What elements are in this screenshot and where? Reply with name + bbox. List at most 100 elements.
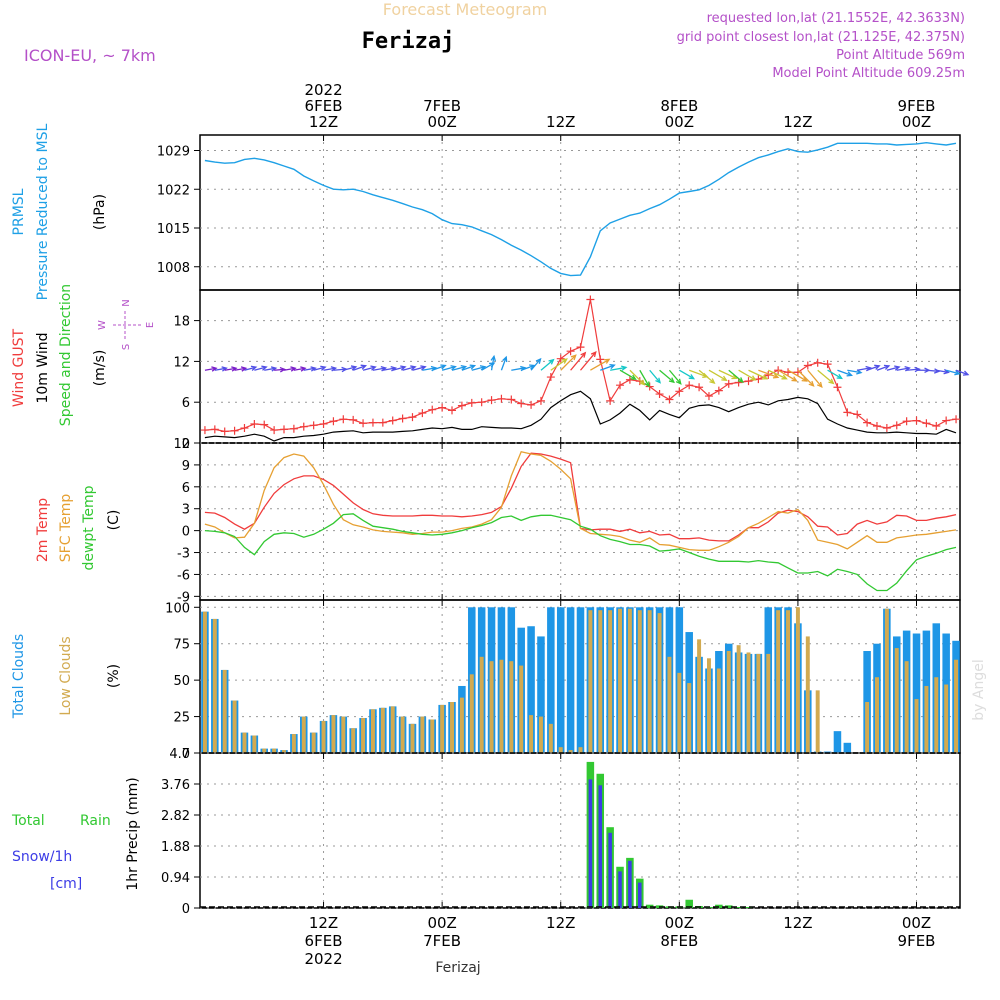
compass-w: W [97, 320, 108, 330]
wind-arrow-shaft [945, 369, 960, 375]
low-cloud-bar [242, 732, 247, 753]
gust-marker [942, 416, 951, 425]
gust-marker [823, 360, 832, 369]
compass-s: S [121, 344, 132, 350]
wind-arrow [619, 369, 637, 380]
wind-arrow-head [561, 358, 568, 364]
low-cloud-bar [884, 608, 889, 753]
wind-arrow [797, 369, 815, 387]
low-cloud-bar [410, 723, 415, 753]
wind-arrow-head [621, 365, 628, 371]
total-cloud-bar [566, 607, 575, 753]
wind-arrow-shaft [807, 369, 823, 388]
gust-marker [724, 379, 733, 388]
wind-arrow-shaft [767, 369, 787, 380]
rain-bar [744, 907, 753, 908]
low-cloud-bar [450, 702, 454, 753]
precipitation-frame [199, 752, 961, 909]
gust-marker [230, 426, 239, 435]
gust-marker [368, 418, 377, 427]
gust-marker [457, 401, 466, 410]
gust-marker [704, 392, 713, 401]
wind-arrow-shaft [362, 366, 376, 371]
wind-arrow-head [668, 377, 675, 384]
wind-arrow-head [479, 365, 487, 371]
wind-arrow [490, 354, 496, 371]
low-cloud-bar [489, 661, 494, 753]
wind-arrow-head [731, 374, 738, 380]
wind-arrow [767, 369, 788, 380]
top-time-label: 12Z [309, 113, 338, 131]
temperature-ytick-label: 0 [182, 525, 190, 540]
pressure-ytick-label: 1029 [157, 145, 190, 160]
wind-arrow-shaft [441, 366, 456, 371]
wind-arrow-shaft [570, 352, 586, 371]
total-cloud-bar [547, 607, 555, 753]
gust-marker [289, 424, 298, 433]
wind-arrow-head [580, 351, 587, 358]
low-cloud-bar [746, 652, 751, 753]
wind-arrow-shaft [254, 366, 267, 371]
wind-arrow-head [221, 366, 228, 372]
gust-marker [299, 422, 308, 431]
wind-arrow [412, 365, 427, 371]
wind-arrow-head [370, 365, 377, 371]
wind-arrow [461, 364, 477, 371]
wind-arrow [244, 365, 258, 371]
gust-marker [813, 358, 822, 367]
gust-marker [556, 354, 565, 363]
wind-arrow-head [570, 354, 577, 361]
temp-label-dewpt: dewpt Temp [81, 485, 97, 570]
gust-marker [329, 417, 338, 426]
precipitation-ytick-label: 3.76 [161, 778, 190, 793]
wind-arrow [560, 354, 577, 371]
wind-arrow-shaft [313, 366, 326, 371]
wind-label-unit: (m/s) [92, 350, 108, 387]
low-cloud-bar [568, 750, 573, 753]
wind-arrow-shaft [224, 367, 237, 371]
gust-marker [803, 361, 812, 370]
precip-label-cm: [cm] [50, 876, 82, 892]
temp-label-sfc: SFC Temp [58, 494, 74, 563]
top-time-label: 00Z [427, 113, 456, 131]
low-cloud-bar [756, 653, 761, 753]
temperature-ytick-label: -3 [177, 547, 190, 562]
gust-marker [339, 415, 348, 424]
clouds-ytick-label: 100 [165, 601, 190, 616]
wind-arrow-head [856, 369, 863, 375]
low-cloud-bar [914, 699, 919, 753]
gust-marker [477, 398, 486, 407]
wind-arrow-head [791, 376, 798, 382]
wind-arrow [866, 364, 881, 371]
wind-arrow-head [279, 366, 287, 373]
bottom-time-label: 12Z [309, 914, 338, 932]
precip-labels: Total Rain Snow/1h [cm] 1hr Precip (mm) [11, 777, 141, 892]
total-cloud-bar [556, 607, 565, 753]
cloud-labels: Total Clouds Low Clouds (%) [11, 634, 122, 719]
wind-arrow-head [721, 375, 728, 382]
pressure-label-prmsl: PRMSL [11, 188, 27, 235]
requested-coords: requested lon,lat (21.1552E, 42.3633N) [707, 11, 965, 26]
temperature-ytick-label: -6 [177, 568, 190, 583]
wind-arrow-shaft [343, 366, 357, 371]
rain-bar [645, 904, 654, 908]
wind-arrow-head [688, 374, 696, 380]
wind-arrow-shaft [244, 366, 257, 371]
wind-arrow [936, 368, 950, 375]
bottom-time-label: 9FEB [898, 932, 936, 950]
low-cloud-bar [548, 723, 553, 753]
wind-arrow-shaft [471, 366, 486, 371]
wind-arrow-shaft [797, 369, 814, 387]
gust-marker [517, 399, 526, 408]
gust-marker [428, 405, 437, 414]
wind-arrow-shaft [738, 369, 756, 381]
wind-arrow [678, 369, 696, 380]
wind-arrow-head [816, 381, 823, 389]
cloud-label-unit: (%) [106, 664, 122, 688]
bottom-time-label: 12Z [546, 914, 575, 932]
grid-point-coords: grid point closest lon,lat (21.125E, 42.… [677, 30, 965, 45]
gust-marker [527, 400, 536, 409]
wind-arrow-head [894, 365, 901, 371]
temp-label-unit: (C) [106, 510, 122, 531]
wind-arrow-shaft [303, 367, 316, 371]
